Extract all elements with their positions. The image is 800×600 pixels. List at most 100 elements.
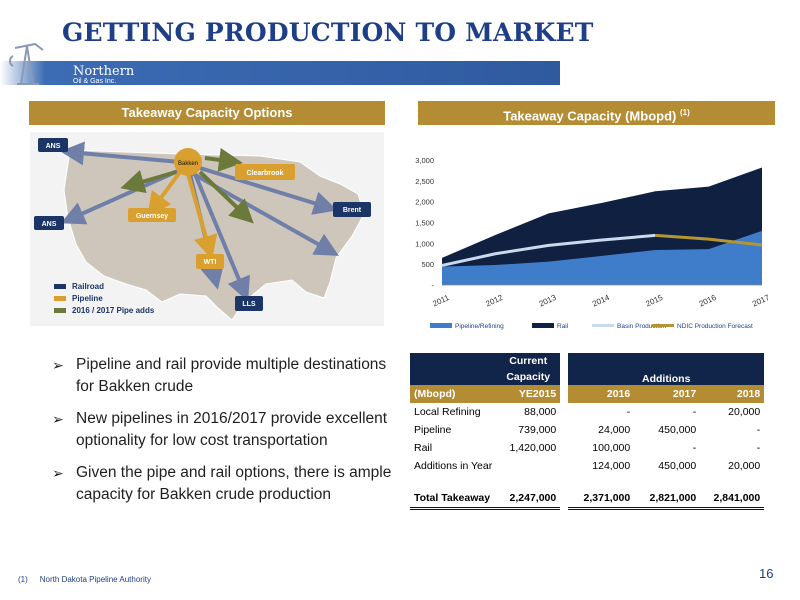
row-label: Local Refining xyxy=(414,406,481,418)
chart-header-footnote-mark: (1) xyxy=(679,108,690,117)
total-2017: 2,821,000 xyxy=(634,489,701,510)
box-guernsey xyxy=(128,208,176,222)
bullet-text: Given the pipe and rail options, there i… xyxy=(76,464,392,503)
table-row: Local Refining 88,000 - - 20,000 xyxy=(410,403,764,421)
bullet-item: ➢ Given the pipe and rail options, there … xyxy=(42,462,402,506)
map-label-guernsey: Guernsey xyxy=(136,213,168,220)
us-landmass xyxy=(63,149,365,321)
pipe-arrow-guernsey xyxy=(147,170,182,217)
area-pipeline-refining xyxy=(442,230,762,285)
bullet-list: ➢ Pipeline and rail provide multiple dest… xyxy=(42,354,402,516)
bullet-text: New pipelines in 2016/2017 provide excel… xyxy=(76,410,388,449)
x-tick-label: 2016 xyxy=(698,293,718,309)
cell-2018: 20,000 xyxy=(728,460,761,472)
header-unit: (Mbopd) xyxy=(410,385,497,403)
x-tick-label: 2014 xyxy=(591,293,611,309)
row-label: Rail xyxy=(414,442,433,454)
adds-arrow-south xyxy=(198,170,254,224)
line-basin-production xyxy=(441,233,656,267)
map-label-brent: Brent xyxy=(343,207,362,214)
row-label: Pipeline xyxy=(414,424,452,436)
takeaway-capacity-chart: - 500 1,000 1,500 2,000 2,500 3,000 2011 2012 201… xyxy=(415,156,771,330)
y-tick-label: 500 xyxy=(421,260,434,269)
bullet-item: ➢ New pipelines in 2016/2017 provide exce… xyxy=(42,408,402,452)
arrow-bullet-icon: ➢ xyxy=(52,465,64,481)
arrow-bullet-icon: ➢ xyxy=(52,357,64,373)
y-tick-label: 1,500 xyxy=(415,219,434,228)
header-2017: 2017 xyxy=(634,385,701,403)
table-row: Rail 1,420,000 100,000 - - xyxy=(410,439,764,457)
x-tick-label: 2012 xyxy=(484,293,504,309)
total-label: Total Takeaway xyxy=(410,489,497,510)
rail-arrow-lls xyxy=(193,173,250,302)
table-header-years: (Mbopd) YE2015 2016 2017 2018 xyxy=(410,385,765,403)
header-current-capacity: Current Capacity xyxy=(496,353,561,385)
total-2018: 2,841,000 xyxy=(700,489,765,510)
legend-label: Basin Production xyxy=(617,323,667,330)
box-clearbrook xyxy=(235,164,295,180)
map-legend: Railroad Pipeline 2016 / 2017 Pipe adds xyxy=(54,282,155,315)
chart-section-header-text: Takeaway Capacity (Mbopd) xyxy=(503,108,677,124)
cell-2017: - xyxy=(692,406,697,418)
header-2016: 2016 xyxy=(568,385,635,403)
header-ye2015: YE2015 xyxy=(496,385,561,403)
legend-label: Pipeline/Refining xyxy=(455,323,504,330)
box-lls xyxy=(235,296,263,311)
legend-label-railroad: Railroad xyxy=(72,282,104,291)
x-tick-label: 2015 xyxy=(644,293,664,309)
arrow-bullet-icon: ➢ xyxy=(52,411,64,427)
cell-2016: 124,000 xyxy=(592,460,631,472)
map-label-ans-west: ANS xyxy=(42,221,57,228)
rail-arrow-brent xyxy=(199,166,338,215)
y-tick-label: 2,000 xyxy=(415,198,434,207)
rail-arrow-ans-north xyxy=(60,141,181,166)
page-title: GETTING PRODUCTION TO MARKET xyxy=(62,18,594,47)
y-tick-label: 1,000 xyxy=(415,239,434,248)
title-underline-bar xyxy=(0,61,560,85)
header-additions: Additions xyxy=(568,353,765,385)
cell-2018: - xyxy=(756,424,761,436)
footnote-text: North Dakota Pipeline Authority xyxy=(39,575,151,584)
legend-label-pipe-adds: 2016 / 2017 Pipe adds xyxy=(72,306,155,315)
y-tick-label: 2,500 xyxy=(415,177,434,186)
cell-2017: 450,000 xyxy=(658,424,697,436)
footnote-number: (1) xyxy=(18,575,28,584)
legend-label: NDIC Production Forecast xyxy=(677,323,753,330)
row-label: Additions in Year xyxy=(414,460,493,472)
table-header-top: Current Capacity Additions xyxy=(410,353,765,385)
cell-ye2015 xyxy=(496,457,560,475)
cell-2017: 450,000 xyxy=(658,460,697,472)
takeaway-table: Current Capacity Additions (Mbopd) YE201… xyxy=(410,353,765,510)
y-tick-label: 3,000 xyxy=(415,156,434,165)
x-tick-label: 2013 xyxy=(538,293,558,309)
chart-section-header: Takeaway Capacity (Mbopd) (1) xyxy=(418,101,775,125)
cell-2016: - xyxy=(626,406,631,418)
map-label-ans-north: ANS xyxy=(46,143,61,150)
logo-name: Northern xyxy=(73,64,135,79)
legend-swatch-railroad xyxy=(54,284,66,289)
map-label-wti: WTI xyxy=(204,259,217,266)
x-tick-label: 2017 xyxy=(751,293,771,309)
map-section-header: Takeaway Capacity Options xyxy=(29,101,385,125)
footnote: (1) North Dakota Pipeline Authority xyxy=(18,575,151,584)
table-row: Additions in Year 124,000 450,000 20,000 xyxy=(410,457,764,475)
map-label-clearbrook: Clearbrook xyxy=(247,170,284,177)
pipe-arrow-wti xyxy=(186,173,218,260)
legend-swatch xyxy=(532,323,554,328)
adds-arrow-clearbrook xyxy=(204,147,243,172)
header-2018: 2018 xyxy=(700,385,765,403)
line-ndic-production-forecast xyxy=(655,233,763,247)
cell-2018: - xyxy=(756,442,761,454)
bullet-text: Pipeline and rail provide multiple desti… xyxy=(76,356,387,395)
cell-ye2015: 88,000 xyxy=(524,406,557,418)
x-tick-label: 2011 xyxy=(431,293,451,309)
legend-swatch xyxy=(430,323,452,328)
legend-swatch-pipeline xyxy=(54,296,66,301)
map-label-lls: LLS xyxy=(242,301,256,308)
page-number: 16 xyxy=(759,566,774,581)
oil-derrick-icon xyxy=(9,42,44,85)
legend-label-pipeline: Pipeline xyxy=(72,294,103,303)
box-ans-north xyxy=(38,138,68,152)
cell-2018: 20,000 xyxy=(728,406,761,418)
total-ye2015: 2,247,000 xyxy=(496,489,561,510)
